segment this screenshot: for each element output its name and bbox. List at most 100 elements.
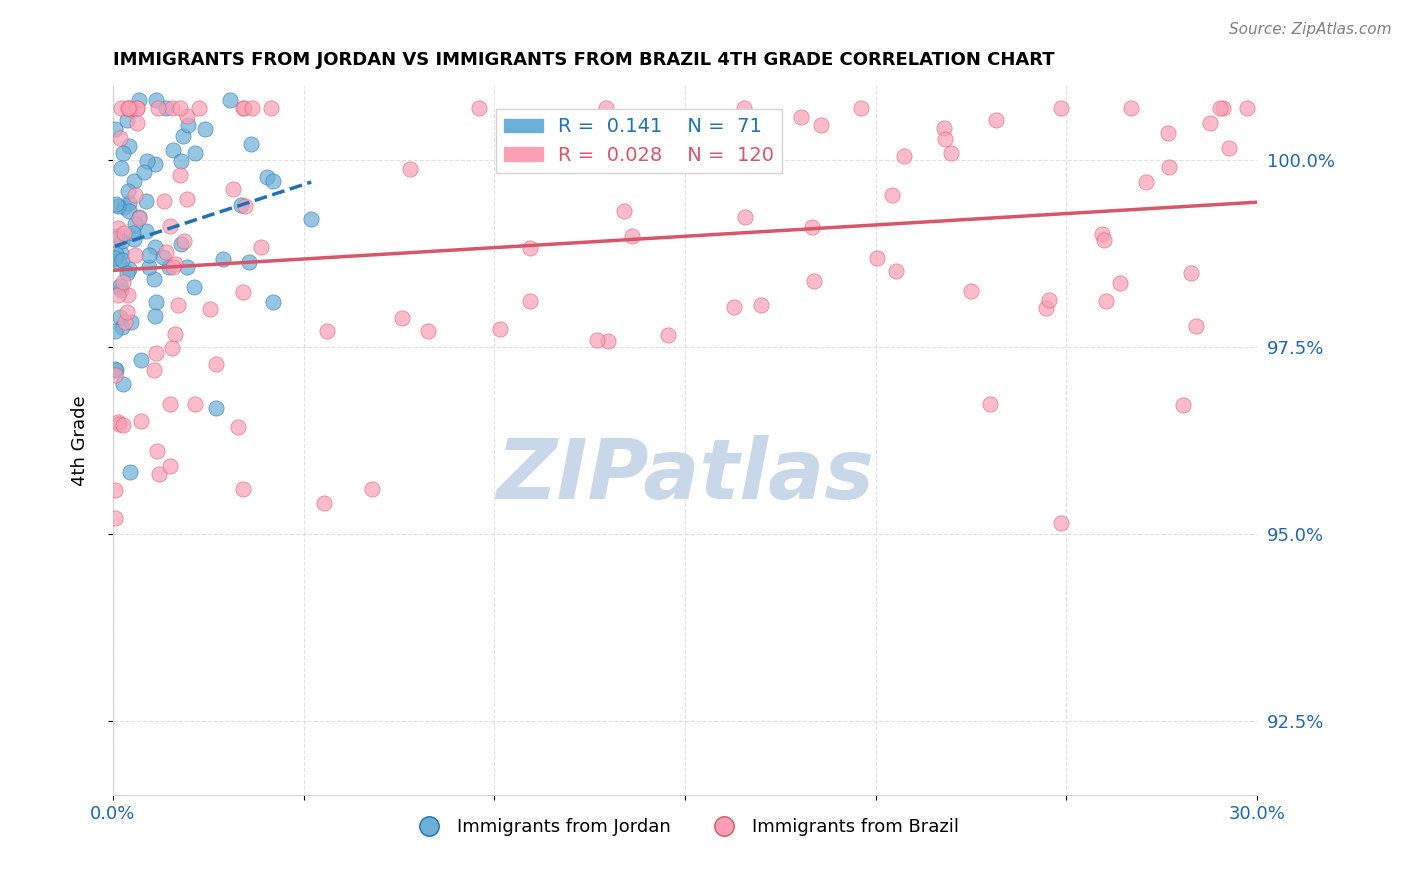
Immigrants from Jordan (128, 210, 150, 224)
Immigrants from Brazil (160, 101, 183, 115)
Immigrants from Brazil (613, 203, 636, 218)
Immigrants from Brazil (789, 110, 811, 124)
Immigrants from Brazil (1049, 516, 1071, 531)
Immigrants from Brazil (118, 102, 141, 116)
Immigrants from Brazil (233, 199, 256, 213)
Immigrants from Brazil (801, 220, 824, 235)
Immigrants from Jordan (172, 128, 194, 143)
Immigrants from Brazil (117, 101, 139, 115)
Immigrants from Jordan (129, 352, 152, 367)
Immigrants from Brazil (142, 362, 165, 376)
Text: Source: ZipAtlas.com: Source: ZipAtlas.com (1229, 22, 1392, 37)
Immigrants from Jordan (118, 465, 141, 479)
Text: ZIPatlas: ZIPatlas (496, 435, 875, 516)
Immigrants from Brazil (519, 294, 541, 309)
Immigrants from Jordan (107, 199, 129, 213)
Immigrants from Jordan (117, 266, 139, 280)
Immigrants from Jordan (135, 223, 157, 237)
Immigrants from Brazil (1236, 101, 1258, 115)
Immigrants from Jordan (111, 377, 134, 392)
Text: IMMIGRANTS FROM JORDAN VS IMMIGRANTS FROM BRAZIL 4TH GRADE CORRELATION CHART: IMMIGRANTS FROM JORDAN VS IMMIGRANTS FRO… (112, 51, 1054, 69)
Immigrants from Jordan (108, 255, 131, 269)
Immigrants from Brazil (104, 511, 127, 525)
Immigrants from Jordan (176, 260, 198, 274)
Immigrants from Brazil (148, 467, 170, 481)
Immigrants from Jordan (143, 240, 166, 254)
Immigrants from Brazil (117, 305, 139, 319)
Immigrants from Brazil (1180, 266, 1202, 280)
Immigrants from Jordan (108, 279, 131, 293)
Y-axis label: 4th Grade: 4th Grade (72, 395, 89, 486)
Immigrants from Jordan (115, 112, 138, 127)
Immigrants from Jordan (104, 122, 127, 136)
Immigrants from Brazil (1050, 101, 1073, 115)
Immigrants from Brazil (742, 155, 765, 169)
Immigrants from Brazil (128, 211, 150, 226)
Immigrants from Brazil (934, 132, 956, 146)
Immigrants from Brazil (810, 118, 832, 132)
Immigrants from Jordan (262, 174, 284, 188)
Immigrants from Brazil (489, 322, 512, 336)
Immigrants from Brazil (1035, 301, 1057, 315)
Immigrants from Brazil (108, 417, 131, 431)
Immigrants from Brazil (1091, 227, 1114, 241)
Immigrants from Jordan (117, 196, 139, 211)
Immigrants from Brazil (111, 417, 134, 432)
Immigrants from Brazil (107, 220, 129, 235)
Immigrants from Jordan (124, 217, 146, 231)
Immigrants from Brazil (176, 192, 198, 206)
Immigrants from Brazil (467, 101, 489, 115)
Immigrants from Brazil (398, 162, 420, 177)
Immigrants from Brazil (586, 333, 609, 347)
Immigrants from Brazil (127, 101, 149, 115)
Immigrants from Jordan (194, 121, 217, 136)
Immigrants from Brazil (160, 341, 183, 355)
Immigrants from Brazil (222, 182, 245, 196)
Immigrants from Brazil (112, 226, 135, 240)
Immigrants from Jordan (110, 246, 132, 260)
Immigrants from Brazil (107, 288, 129, 302)
Immigrants from Jordan (118, 139, 141, 153)
Immigrants from Brazil (803, 274, 825, 288)
Immigrants from Jordan (122, 232, 145, 246)
Immigrants from Brazil (176, 109, 198, 123)
Immigrants from Brazil (184, 397, 207, 411)
Immigrants from Jordan (135, 153, 157, 168)
Immigrants from Brazil (188, 101, 211, 115)
Immigrants from Brazil (884, 263, 907, 277)
Immigrants from Jordan (183, 146, 205, 161)
Immigrants from Jordan (118, 262, 141, 277)
Immigrants from Jordan (238, 255, 260, 269)
Immigrants from Brazil (232, 285, 254, 299)
Legend: Immigrants from Jordan, Immigrants from Brazil: Immigrants from Jordan, Immigrants from … (404, 811, 966, 843)
Immigrants from Brazil (866, 251, 889, 265)
Immigrants from Jordan (177, 118, 200, 132)
Immigrants from Brazil (984, 113, 1007, 128)
Immigrants from Jordan (128, 94, 150, 108)
Immigrants from Jordan (183, 280, 205, 294)
Immigrants from Brazil (1173, 398, 1195, 412)
Immigrants from Brazil (125, 101, 148, 115)
Immigrants from Jordan (143, 157, 166, 171)
Immigrants from Jordan (110, 161, 132, 175)
Immigrants from Brazil (162, 260, 184, 274)
Immigrants from Brazil (749, 298, 772, 312)
Immigrants from Brazil (118, 101, 141, 115)
Immigrants from Brazil (1212, 101, 1234, 115)
Immigrants from Brazil (880, 187, 903, 202)
Immigrants from Brazil (734, 210, 756, 224)
Immigrants from Jordan (157, 260, 180, 274)
Immigrants from Jordan (231, 198, 253, 212)
Immigrants from Brazil (1109, 276, 1132, 290)
Immigrants from Jordan (117, 184, 139, 198)
Immigrants from Brazil (232, 101, 254, 115)
Immigrants from Brazil (159, 459, 181, 474)
Immigrants from Jordan (170, 237, 193, 252)
Immigrants from Brazil (932, 121, 955, 136)
Immigrants from Brazil (104, 368, 127, 383)
Immigrants from Brazil (543, 114, 565, 128)
Immigrants from Brazil (125, 115, 148, 129)
Immigrants from Brazil (1184, 318, 1206, 333)
Immigrants from Jordan (162, 143, 184, 157)
Immigrants from Brazil (104, 232, 127, 246)
